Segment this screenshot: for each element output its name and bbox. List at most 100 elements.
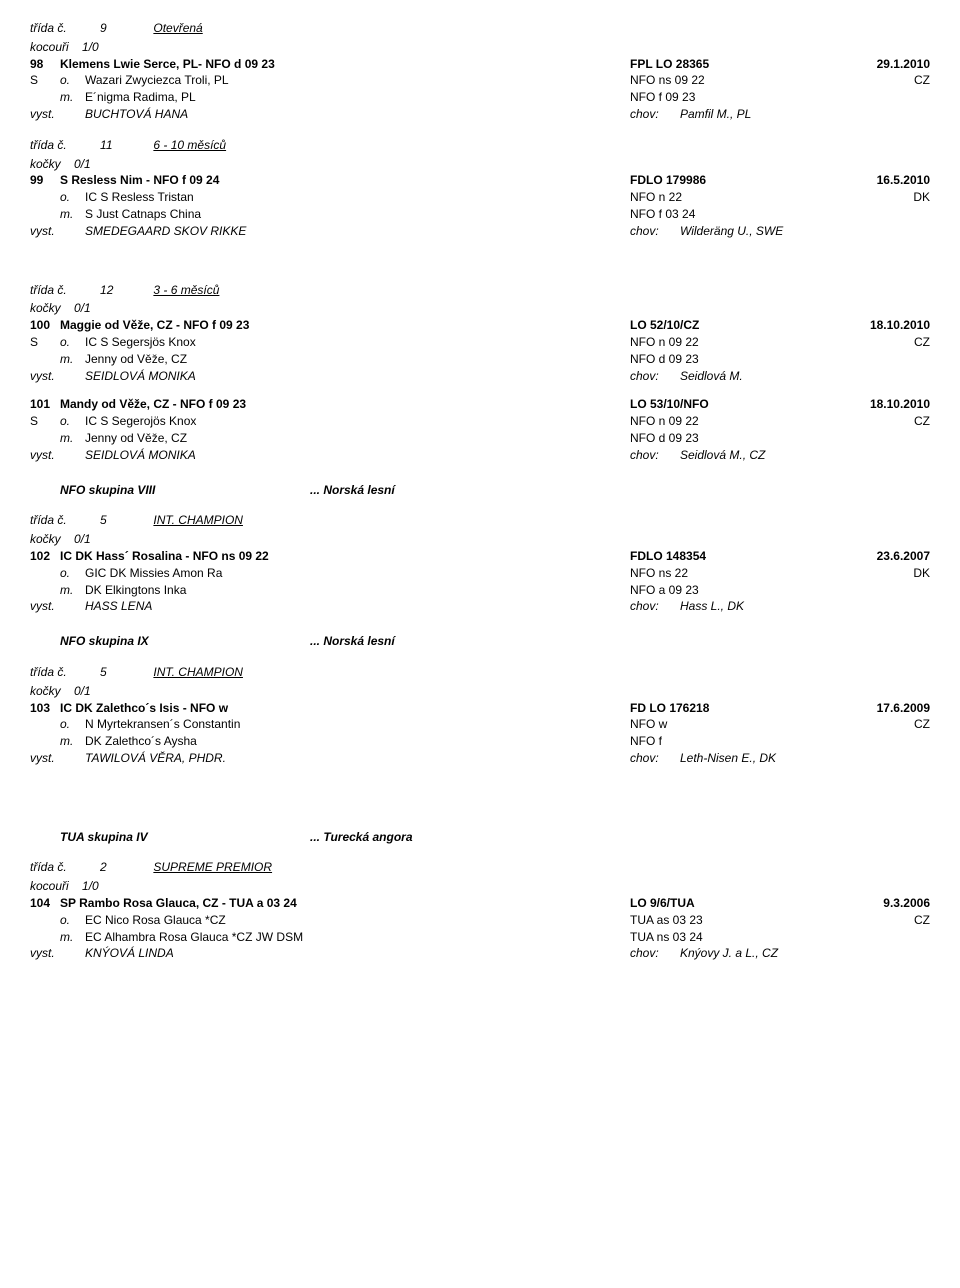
breeder-name: TAWILOVÁ VĚRA, PHDR. — [85, 750, 630, 767]
chov-name: Leth-Nisen E., DK — [680, 750, 930, 767]
entry-main-row: 104 SP Rambo Rosa Glauca, CZ - TUA a 03 … — [30, 895, 930, 912]
sire-label: o. — [60, 189, 85, 206]
breeder-name: HASS LENA — [85, 598, 630, 615]
sire-country: CZ — [860, 413, 930, 430]
group-description: ... Norská lesní — [310, 633, 930, 650]
sire-name: IC S Resless Tristan — [85, 189, 630, 206]
chov-label: chov: — [630, 447, 680, 464]
gender-count: 1/0 — [82, 879, 99, 893]
class-header: třída č. 5 INT. CHAMPION — [30, 664, 930, 681]
vyst-label: vyst. — [30, 447, 85, 464]
sire-label: o. — [60, 413, 85, 430]
dam-code: NFO d 09 23 — [630, 351, 860, 368]
class-header: třída č. 2 SUPREME PREMIOR — [30, 859, 930, 876]
s-prefix: S — [30, 72, 60, 89]
sire-code: TUA as 03 23 — [630, 912, 860, 929]
dam-label: m. — [60, 89, 85, 106]
gender-count: 1/0 — [82, 40, 99, 54]
class-number: 9 — [100, 20, 150, 37]
entry-name: IC DK Hass´ Rosalina - NFO ns 09 22 — [60, 548, 630, 565]
class-label: třída č. — [30, 513, 67, 527]
dam-label: m. — [60, 430, 85, 447]
sire-country: DK — [860, 189, 930, 206]
dam-row: m. DK Zalethco´s Aysha NFO f — [30, 733, 930, 750]
breeder-name: KNÝOVÁ LINDA — [85, 945, 630, 962]
entry-main-row: 99 S Resless Nim - NFO f 09 24 FDLO 1799… — [30, 172, 930, 189]
sire-name: N Myrtekransen´s Constantin — [85, 716, 630, 733]
dam-country — [860, 89, 930, 106]
class-name: SUPREME PREMIOR — [153, 860, 272, 874]
breeder-row: vyst. SEIDLOVÁ MONIKA chov: Seidlová M.,… — [30, 447, 930, 464]
breeder-row: vyst. HASS LENA chov: Hass L., DK — [30, 598, 930, 615]
entry-date: 9.3.2006 — [860, 895, 930, 912]
entry-number: 100 — [30, 317, 60, 334]
entry-main-row: 103 IC DK Zalethco´s Isis - NFO w FD LO … — [30, 700, 930, 717]
gender-line: kočky 0/1 — [30, 531, 930, 548]
sire-row: o. GIC DK Missies Amon Ra NFO ns 22 DK — [30, 565, 930, 582]
breeder-name: SEIDLOVÁ MONIKA — [85, 368, 630, 385]
entry: 100 Maggie od Věže, CZ - NFO f 09 23 LO … — [30, 317, 930, 384]
entry-registration: FDLO 179986 — [630, 172, 860, 189]
sire-code: NFO n 22 — [630, 189, 860, 206]
entry: 98 Klemens Lwie Serce, PL- NFO d 09 23 F… — [30, 56, 930, 123]
dam-name: EC Alhambra Rosa Glauca *CZ JW DSM — [85, 929, 630, 946]
dam-label: m. — [60, 929, 85, 946]
entry-registration: FPL LO 28365 — [630, 56, 860, 73]
class-label: třída č. — [30, 21, 67, 35]
sire-country: CZ — [860, 72, 930, 89]
gender-line: kočky 0/1 — [30, 300, 930, 317]
group-header: NFO skupina VIII ... Norská lesní — [30, 482, 930, 499]
class-name: 6 - 10 měsíců — [153, 138, 226, 152]
group-description: ... Norská lesní — [310, 482, 930, 499]
group-header: TUA skupina IV ... Turecká angora — [30, 829, 930, 846]
group-description: ... Turecká angora — [310, 829, 930, 846]
dam-country — [860, 929, 930, 946]
group-header: NFO skupina IX ... Norská lesní — [30, 633, 930, 650]
breeder-row: vyst. SMEDEGAARD SKOV RIKKE chov: Wilder… — [30, 223, 930, 240]
dam-name: DK Elkingtons Inka — [85, 582, 630, 599]
entry-registration: LO 53/10/NFO — [630, 396, 860, 413]
dam-name: DK Zalethco´s Aysha — [85, 733, 630, 750]
chov-label: chov: — [630, 368, 680, 385]
sire-code: NFO n 09 22 — [630, 413, 860, 430]
s-prefix: S — [30, 413, 60, 430]
chov-label: chov: — [630, 598, 680, 615]
breeder-row: vyst. SEIDLOVÁ MONIKA chov: Seidlová M. — [30, 368, 930, 385]
entry: 101 Mandy od Věže, CZ - NFO f 09 23 LO 5… — [30, 396, 930, 463]
vyst-label: vyst. — [30, 598, 85, 615]
dam-label: m. — [60, 351, 85, 368]
class-name: INT. CHAMPION — [153, 513, 243, 527]
class-label: třída č. — [30, 283, 67, 297]
entry-name: Maggie od Věže, CZ - NFO f 09 23 — [60, 317, 630, 334]
entry-number: 104 — [30, 895, 60, 912]
entry-main-row: 100 Maggie od Věže, CZ - NFO f 09 23 LO … — [30, 317, 930, 334]
dam-code: NFO d 09 23 — [630, 430, 860, 447]
vyst-label: vyst. — [30, 368, 85, 385]
dam-country — [860, 206, 930, 223]
entry-registration: LO 52/10/CZ — [630, 317, 860, 334]
sire-code: NFO ns 22 — [630, 565, 860, 582]
chov-label: chov: — [630, 945, 680, 962]
entry: 104 SP Rambo Rosa Glauca, CZ - TUA a 03 … — [30, 895, 930, 962]
entry: 103 IC DK Zalethco´s Isis - NFO w FD LO … — [30, 700, 930, 767]
sire-row: o. IC S Resless Tristan NFO n 22 DK — [30, 189, 930, 206]
chov-name: Wilderäng U., SWE — [680, 223, 930, 240]
dam-row: m. DK Elkingtons Inka NFO a 09 23 — [30, 582, 930, 599]
class-label: třída č. — [30, 138, 67, 152]
dam-row: m. Jenny od Věže, CZ NFO d 09 23 — [30, 430, 930, 447]
dam-code: NFO a 09 23 — [630, 582, 860, 599]
entry: 102 IC DK Hass´ Rosalina - NFO ns 09 22 … — [30, 548, 930, 615]
class-number: 5 — [100, 512, 150, 529]
sire-name: IC S Segersjös Knox — [85, 334, 630, 351]
entry-date: 18.10.2010 — [860, 396, 930, 413]
gender-line: kočky 0/1 — [30, 156, 930, 173]
entry-registration: FD LO 176218 — [630, 700, 860, 717]
class-label: třída č. — [30, 665, 67, 679]
class-name: Otevřená — [153, 21, 202, 35]
breeder-row: vyst. BUCHTOVÁ HANA chov: Pamfil M., PL — [30, 106, 930, 123]
entry-name: Mandy od Věže, CZ - NFO f 09 23 — [60, 396, 630, 413]
s-prefix — [30, 189, 60, 206]
dam-code: NFO f 03 24 — [630, 206, 860, 223]
entry-date: 29.1.2010 — [860, 56, 930, 73]
dam-row: m. EC Alhambra Rosa Glauca *CZ JW DSM TU… — [30, 929, 930, 946]
